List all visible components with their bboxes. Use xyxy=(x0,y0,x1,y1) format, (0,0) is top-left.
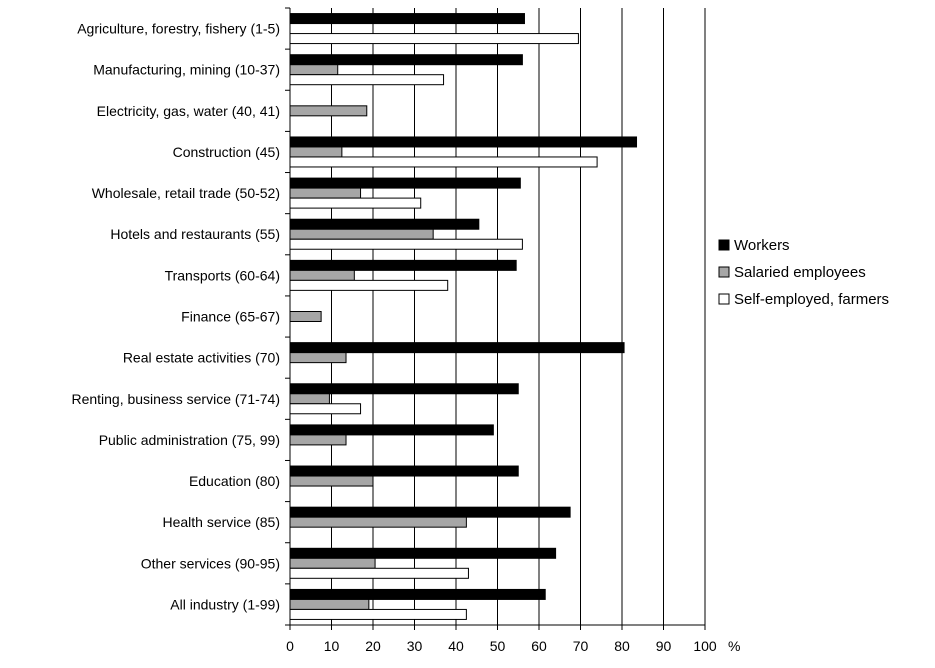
bar-self-employed-farmers-other-services-90-95 xyxy=(289,567,469,579)
axes xyxy=(285,7,706,630)
bars xyxy=(289,13,638,620)
category-label: Public administration (75, 99) xyxy=(99,432,280,448)
bar-salaried-employees-finance-65-67 xyxy=(289,311,322,322)
legend-label-workers: Workers xyxy=(734,237,790,254)
bar-salaried-employees-construction-45 xyxy=(289,146,343,158)
bar-self-employed-farmers-hotels-and-restaurants-55 xyxy=(289,238,523,250)
x-tick-label: 100 xyxy=(693,638,717,654)
bar-workers-transports-60-64 xyxy=(289,259,517,271)
bar-self-employed-farmers-manufacturing-mining-10-37 xyxy=(289,74,445,86)
x-tick-label: 0 xyxy=(286,638,294,654)
bar-salaried-employees-electricity-gas-water-40-41 xyxy=(289,105,368,117)
category-label: Transports (60-64) xyxy=(165,267,280,283)
bar-workers-wholesale-retail-trade-50-52 xyxy=(289,177,521,189)
bar-salaried-employees-real-estate-activities-70 xyxy=(289,352,347,364)
bar-workers-hotels-and-restaurants-55 xyxy=(289,218,480,230)
legend-swatch-self-employed-farmers xyxy=(718,293,730,305)
x-tick-label: 50 xyxy=(490,638,506,654)
bar-workers-real-estate-activities-70 xyxy=(289,342,625,354)
bar-salaried-employees-public-administration-75-99 xyxy=(289,434,347,446)
bar-salaried-employees-education-80 xyxy=(289,475,374,487)
bar-salaried-employees-hotels-and-restaurants-55 xyxy=(289,228,434,240)
category-label: Real estate activities (70) xyxy=(123,350,280,366)
bar-workers-health-service-85 xyxy=(289,506,571,518)
bar-salaried-employees-transports-60-64 xyxy=(289,269,355,281)
bar-self-employed-farmers-renting-business-service-71-74 xyxy=(289,403,362,415)
bar-workers-manufacturing-mining-10-37 xyxy=(289,54,523,66)
category-label: Renting, business service (71-74) xyxy=(71,391,280,407)
category-label: Agriculture, forestry, fishery (1-5) xyxy=(77,21,280,37)
bar-self-employed-farmers-transports-60-64 xyxy=(289,279,449,291)
bar-self-employed-farmers-construction-45 xyxy=(289,156,598,168)
category-label: All industry (1-99) xyxy=(170,596,280,612)
bar-workers-construction-45 xyxy=(289,136,638,148)
category-label: Hotels and restaurants (55) xyxy=(110,226,280,242)
bar-salaried-employees-renting-business-service-71-74 xyxy=(289,393,330,405)
category-label: Education (80) xyxy=(189,473,280,489)
bar-salaried-employees-other-services-90-95 xyxy=(289,557,376,569)
bar-salaried-employees-health-service-85 xyxy=(289,516,467,528)
legend-swatch-salaried-employees xyxy=(718,266,730,278)
bar-salaried-employees-all-industry-1-99 xyxy=(289,598,370,610)
bar-workers-renting-business-service-71-74 xyxy=(289,383,519,395)
x-tick-label: 40 xyxy=(448,638,464,654)
category-label: Health service (85) xyxy=(163,514,281,530)
category-label: Wholesale, retail trade (50-52) xyxy=(92,185,280,201)
category-labels: Agriculture, forestry, fishery (1-5) Manu… xyxy=(71,21,280,613)
x-tick-label: 80 xyxy=(614,638,630,654)
legend-label-salaried-employees: Salaried employees xyxy=(734,264,866,281)
bar-salaried-employees-manufacturing-mining-10-37 xyxy=(289,64,339,76)
bar-workers-education-80 xyxy=(289,465,519,477)
x-tick-label: 90 xyxy=(656,638,672,654)
bar-salaried-employees-wholesale-retail-trade-50-52 xyxy=(289,187,362,199)
legend-label-self-employed-farmers: Self-employed, farmers xyxy=(734,291,889,308)
x-tick-label: 10 xyxy=(324,638,340,654)
x-tick-label: 30 xyxy=(407,638,423,654)
category-label: Construction (45) xyxy=(173,144,280,160)
legend: Workers Salaried employees Self-employed, … xyxy=(718,237,889,308)
bar-workers-all-industry-1-99 xyxy=(289,588,546,600)
bar-self-employed-farmers-all-industry-1-99 xyxy=(289,608,467,620)
x-tick-labels: % 0 10 20 30 40 50 60 70 80 90 100 xyxy=(286,638,740,654)
category-label: Electricity, gas, water (40, 41) xyxy=(97,103,280,119)
bar-self-employed-farmers-agriculture-forestry-fishery-1-5 xyxy=(289,33,579,45)
bar-workers-other-services-90-95 xyxy=(289,547,557,559)
bar-self-employed-farmers-wholesale-retail-trade-50-52 xyxy=(289,197,422,209)
gridlines xyxy=(331,8,706,625)
category-label: Other services (90-95) xyxy=(141,555,280,571)
category-label: Finance (65-67) xyxy=(181,309,280,325)
bar-workers-public-administration-75-99 xyxy=(289,424,494,436)
x-tick-label: 20 xyxy=(365,638,381,654)
x-tick-label: 70 xyxy=(573,638,589,654)
category-label: Manufacturing, mining (10-37) xyxy=(93,62,280,78)
bar-workers-agriculture-forestry-fishery-1-5 xyxy=(289,13,525,25)
x-tick-label: 60 xyxy=(531,638,547,654)
legend-swatch-workers xyxy=(718,239,730,251)
x-unit-label: % xyxy=(728,638,740,654)
